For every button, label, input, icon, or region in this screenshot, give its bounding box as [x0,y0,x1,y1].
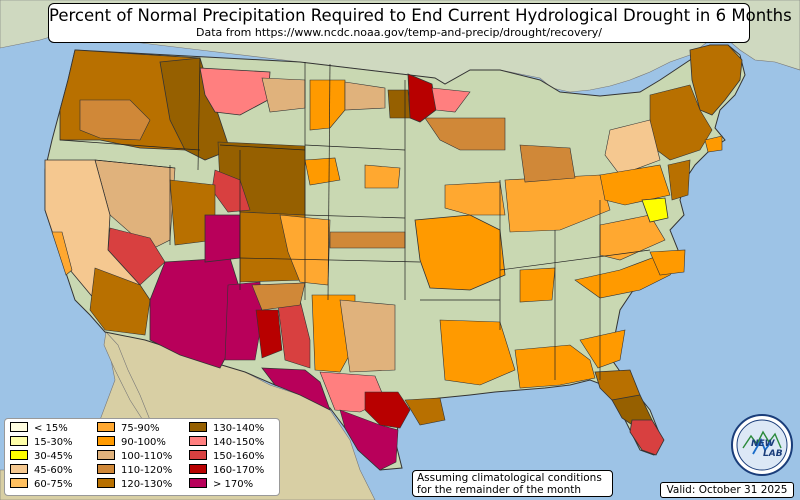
legend-swatch [10,450,28,460]
region-midwest-brown [519,144,576,183]
valid-date: Valid: October 31 2025 [660,482,794,498]
legend: < 15% 15-30% 30-45% 45-60% 60-75% 75-90%… [4,418,280,496]
legend-swatch [10,436,28,446]
logo-inner [736,419,788,471]
legend-item: 60-75% [10,478,73,491]
legend-label: < 15% [34,423,68,434]
legend-item: 130-140% [189,422,265,435]
legend-swatch [97,464,115,474]
legend-item: 30-45% [10,450,73,463]
legend-item: 140-150% [189,436,265,449]
legend-item: 15-30% [10,436,73,449]
region-four-corners [204,214,241,263]
legend-item: 110-120% [97,464,173,477]
region-nm-dark [255,309,283,359]
region-socal [89,267,151,336]
region-texas-west [261,367,331,411]
legend-swatch [189,422,207,432]
region-kentucky [519,267,556,303]
region-new-england [689,44,743,116]
region-minnesota-brown [387,89,411,119]
region-georgia [579,329,626,369]
legend-swatch [189,478,207,488]
region-minnesota-pink [431,87,471,113]
legend-swatch [10,478,28,488]
legend-item: < 15% [10,422,68,435]
region-montana-pink [199,67,271,116]
region-ny-tan [604,119,661,176]
assumption-line-2: for the remainder of the month [417,484,582,496]
legend-item: 120-130% [97,478,173,491]
region-california-coast [51,231,73,276]
legend-label: 110-120% [121,465,173,476]
legend-swatch [189,436,207,446]
legend-label: 75-90% [121,423,160,434]
region-florida-south [629,419,665,456]
region-nd-orange [309,79,346,131]
region-gulf-coast [404,397,446,426]
region-maryland-yellow [641,197,669,223]
region-midwest [504,174,611,233]
region-ne-orange [364,164,401,189]
legend-label: 30-45% [34,451,73,462]
legend-swatch [10,464,28,474]
region-nm-brown [251,282,306,311]
legend-label: 150-160% [213,451,265,462]
newlab-logo: NEW LAB [731,414,793,476]
region-wisconsin [424,117,506,151]
state-borders [59,57,651,380]
legend-swatch [189,464,207,474]
legend-label: 15-30% [34,437,73,448]
legend-item: > 170% [189,478,254,491]
region-nm-west [224,281,263,361]
region-texas-dark-red [364,391,411,429]
assumption-note: Assuming climatological conditions for t… [412,470,613,497]
legend-item: 160-170% [189,464,265,477]
legend-swatch [10,422,28,432]
region-mass-orange [704,135,723,153]
legend-label: 45-60% [34,465,73,476]
legend-item: 75-90% [97,422,160,435]
legend-swatch [97,478,115,488]
legend-swatch [97,436,115,446]
legend-item: 150-160% [189,450,265,463]
region-oklahoma-tan [339,299,396,373]
legend-swatch [189,450,207,460]
legend-label: 120-130% [121,479,173,490]
region-missouri [414,214,506,291]
region-nc-coast [649,249,686,276]
region-oregon-inner [79,99,151,141]
legend-item: 100-110% [97,450,173,463]
legend-item: 45-60% [10,464,73,477]
legend-label: 90-100% [121,437,166,448]
region-sd-orange [304,157,341,186]
legend-label: 160-170% [213,465,265,476]
region-iowa-orange [444,181,506,216]
legend-label: > 170% [213,479,254,490]
legend-label: 140-150% [213,437,265,448]
legend-swatch [97,450,115,460]
legend-label: 130-140% [213,423,265,434]
legend-item: 90-100% [97,436,166,449]
legend-label: 100-110% [121,451,173,462]
logo-text-lab: LAB [763,449,783,459]
region-nd-tan [344,81,386,111]
legend-label: 60-75% [34,479,73,490]
legend-swatch [97,422,115,432]
region-kansas [329,231,406,249]
logo-text-new: NEW [751,439,776,449]
region-nj-brown [667,159,691,201]
assumption-line-1: Assuming climatological conditions [417,472,602,484]
region-alabama-orange [439,319,516,386]
title-box: Percent of Normal Precipitation Required… [48,3,792,43]
region-texas-south [339,409,399,471]
region-arizona [149,257,241,369]
logo-graph [742,430,782,449]
logo-bolt [752,437,772,455]
map-title: Percent of Normal Precipitation Required… [49,6,792,25]
map-subtitle: Data from https://www.ncdc.noaa.gov/temp… [196,26,602,39]
